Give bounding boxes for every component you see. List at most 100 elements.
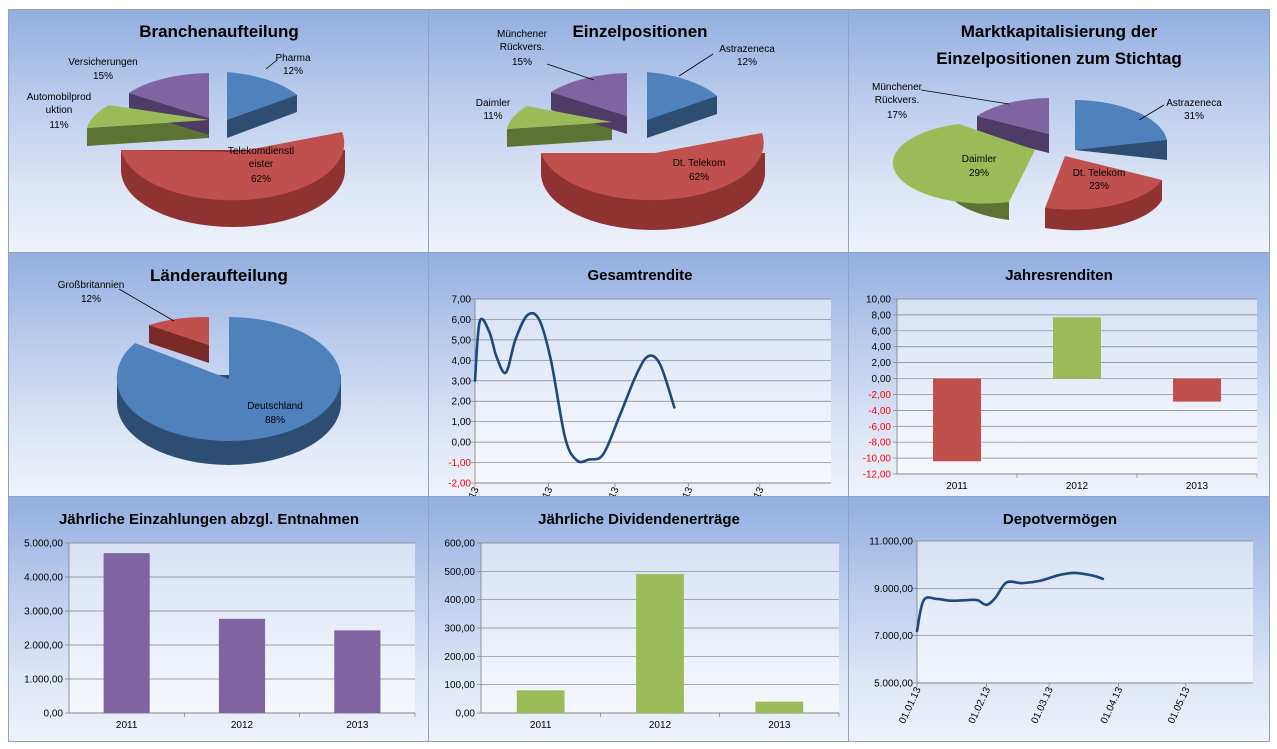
slice-label-astrazeneca: Astrazeneca (1166, 98, 1222, 109)
slice-pct-astrazeneca: 12% (737, 57, 757, 68)
y-tick-label: 6,00 (452, 315, 472, 326)
pie-3d-body (507, 72, 765, 230)
slice-label-telekom-1: Telekomdienstl (228, 146, 294, 157)
slice-side-grossbritannien (149, 325, 209, 363)
slice-top-pharma (227, 72, 297, 120)
slice-top-daimler (507, 106, 612, 129)
slice-pct-pharma: 12% (283, 66, 303, 77)
bar-2011 (933, 378, 981, 462)
x-tick-label: 01.01.13 (455, 485, 482, 497)
pie-3d-body (87, 72, 345, 227)
x-tick-label: 2013 (768, 720, 791, 731)
slice-label-automobil-2: uktion (46, 105, 73, 116)
x-tick-label: 01.05.13 (740, 485, 767, 497)
x-tick-label: 01.04.13 (1099, 685, 1126, 725)
slice-label-pharma: Pharma (275, 53, 310, 64)
y-tick-label: 600,00 (444, 539, 475, 550)
y-tick-label: 7,00 (452, 295, 472, 306)
slice-label-daimler: Daimler (476, 98, 511, 109)
y-tick-label: 500,00 (444, 567, 475, 578)
series-line (915, 571, 1105, 633)
y-tick-label: 10,00 (866, 295, 891, 306)
slice-top-versicherungen (129, 73, 209, 118)
panel-depotvermoegen: Depotvermögen 11.000,00 9.000,00 7.000,00 5… (848, 496, 1270, 742)
y-tick-label: -2,00 (448, 479, 471, 490)
slice-label-versicherungen: Versicherungen (68, 57, 138, 68)
slice-top-telekom (121, 132, 345, 201)
markt-pie-chart: Marktkapitalisierung der Einzelpositione… (872, 22, 1222, 231)
slice-side-daimler (507, 122, 612, 147)
slice-side-muenchener (977, 116, 1049, 153)
panel-gesamtrendite: Gesamtrendite 7,00 6,00 5,00 4,00 3,00 2,00 1,… (428, 252, 850, 498)
chart-title: Gesamtrendite (587, 267, 692, 284)
slice-pct-grossbritannien: 12% (81, 294, 101, 305)
leader-line (118, 288, 175, 322)
bar-2012 (218, 618, 266, 713)
y-tick-label: 4.000,00 (24, 573, 63, 584)
slice-top-daimler (892, 124, 1035, 204)
y-tick-label: 7.000,00 (874, 631, 913, 642)
panel-jahresrenditen: Jahresrenditen 10,00 8,00 6,00 4,00 2,00 0,00… (848, 252, 1270, 498)
slice-label-telekom-2: eister (249, 159, 274, 170)
chart-title: Branchenaufteilung (139, 22, 299, 41)
slice-pct-telekom: 23% (1089, 181, 1109, 192)
panel-branchenaufteilung: Branchenaufteilung Pharma 12% Telekomdie… (8, 9, 430, 254)
y-tick-label: 2.000,00 (24, 641, 63, 652)
y-tick-label: -10,00 (863, 454, 892, 465)
y-tick-label: 3.000,00 (24, 607, 63, 618)
leader-line (546, 63, 595, 81)
slice-pct-daimler: 11% (483, 111, 502, 122)
slice-pct-telekom: 62% (689, 172, 709, 183)
y-tick-label: 0,00 (452, 438, 472, 449)
y-tick-label: 3,00 (452, 376, 472, 387)
panel-marktkapitalisierung: Marktkapitalisierung der Einzelpositione… (848, 9, 1270, 254)
leader-line (1138, 104, 1165, 121)
branchen-pie-chart: Branchenaufteilung Pharma 12% Telekomdie… (27, 22, 345, 227)
slice-side-automobil (87, 120, 209, 146)
depotvermoegen-line-chart: Depotvermögen 11.000,00 9.000,00 7.000,00 5… (869, 511, 1253, 726)
slice-pct-versicherungen: 15% (93, 71, 113, 82)
slice-top-deutschland (116, 317, 341, 441)
slice-label-muenchener-1: Münchener (872, 82, 923, 93)
y-tick-label: 300,00 (444, 624, 475, 635)
panel-dividenden: Jährliche Dividendenerträge 600,00 500,00… (428, 496, 850, 742)
panel-einzelpositionen: Einzelpositionen Astrazeneca 12% Dt. Tel… (428, 9, 850, 254)
bar-2012 (1053, 317, 1101, 379)
slice-top-muenchener (551, 73, 627, 116)
slice-top-automobil (87, 105, 209, 128)
bar-2013 (334, 630, 381, 713)
y-tick-label: -8,00 (868, 438, 891, 449)
chart-title: Jährliche Einzahlungen abzgl. Entnahmen (59, 511, 359, 528)
y-tick-label: 200,00 (444, 652, 475, 663)
chart-title-line-2: Einzelpositionen zum Stichtag (936, 49, 1182, 68)
chart-title: Jährliche Dividendenerträge (538, 511, 740, 528)
x-tick-label: 01.05.13 (1166, 685, 1193, 725)
y-tick-label: 100,00 (444, 680, 475, 691)
x-tick-label: 01.03.13 (595, 485, 622, 497)
einzel-pie-chart: Einzelpositionen Astrazeneca 12% Dt. Tel… (476, 22, 775, 230)
slice-label-muenchener-2: Rückvers. (875, 95, 919, 106)
slice-label-automobil-1: Automobilprod (27, 92, 91, 103)
panel-einzahlungen: Jährliche Einzahlungen abzgl. Entnahmen … (8, 496, 430, 742)
x-tick-label: 2013 (346, 720, 369, 731)
leader-line (265, 59, 278, 70)
slice-top-muenchener (977, 98, 1049, 134)
chart-title: Länderaufteilung (150, 266, 288, 285)
series-line (473, 311, 676, 464)
bar-2013 (1173, 378, 1221, 402)
y-tick-label: 1.000,00 (24, 675, 63, 686)
x-tick-label: 01.04.13 (669, 485, 696, 497)
y-tick-label: 0,00 (456, 709, 476, 720)
x-tick-label: 2012 (1066, 481, 1089, 492)
chart-title-line-1: Marktkapitalisierung der (961, 22, 1158, 41)
x-tick-label: 2012 (231, 720, 254, 731)
chart-title: Depotvermögen (1003, 511, 1117, 528)
slice-pct-muenchener: 15% (512, 57, 532, 68)
slice-label-muenchener-2: Rückvers. (500, 42, 544, 53)
y-tick-label: 5,00 (452, 335, 472, 346)
leader-line (920, 89, 1010, 105)
bar-2011 (516, 690, 565, 713)
slice-pct-telekom: 62% (251, 174, 271, 185)
slice-label-grossbritannien: Großbritannien (58, 280, 125, 291)
slice-top-astrazeneca (647, 72, 717, 120)
